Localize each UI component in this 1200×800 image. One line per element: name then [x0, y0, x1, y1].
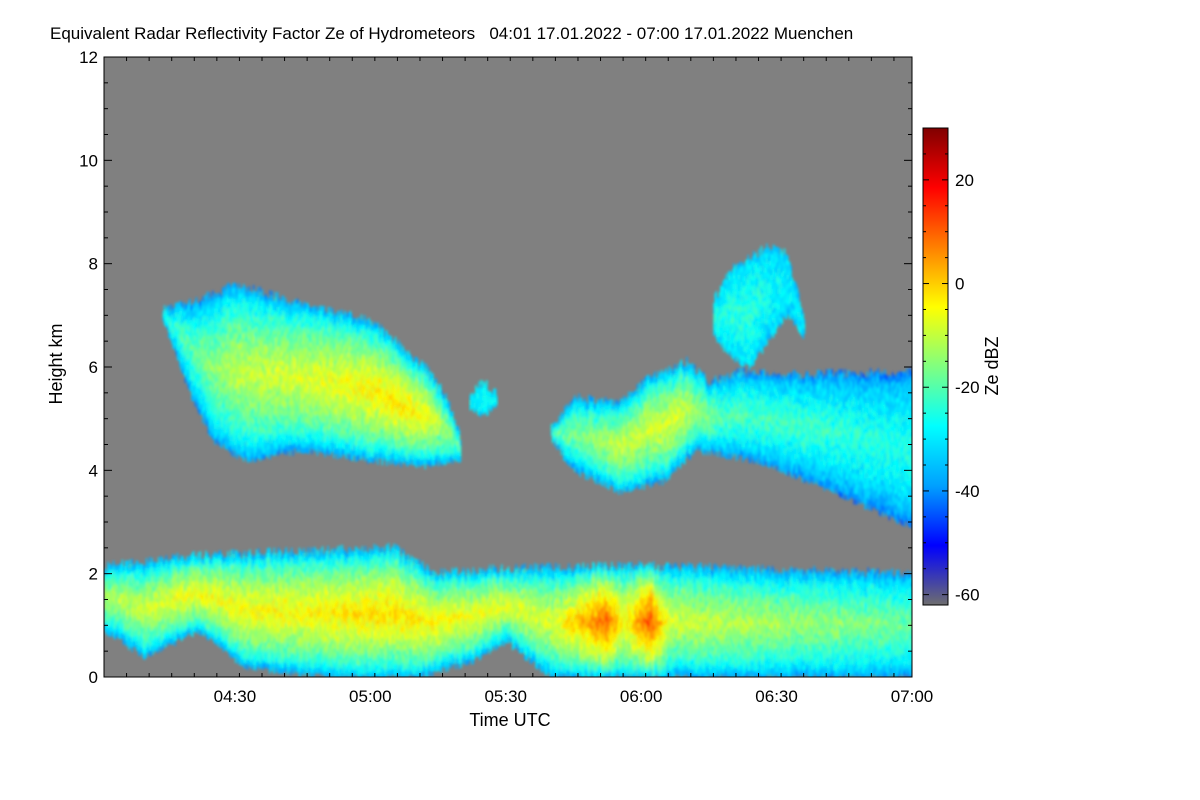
colorbar-tick-label: -60	[955, 586, 980, 605]
y-axis: 0 2 4 6 8 10 12	[79, 48, 912, 687]
echo-cloud-b	[550, 356, 912, 528]
y-tick-label: 12	[79, 48, 98, 67]
x-tick-label: 06:00	[620, 687, 663, 706]
x-tick-label: 05:30	[484, 687, 527, 706]
colorbar-tick-label: 0	[955, 275, 964, 294]
y-tick-label: 0	[89, 668, 98, 687]
echo-low-level-layer	[104, 542, 912, 677]
colorbar-label: Ze dBZ	[982, 336, 1002, 395]
echo-cloud-a	[162, 282, 462, 470]
y-tick-label: 10	[79, 151, 98, 170]
echo-fragment	[469, 379, 498, 418]
colorbar-tick-label: -40	[955, 482, 980, 501]
y-tick-label: 2	[89, 565, 98, 584]
x-tick-label: 06:30	[755, 687, 798, 706]
y-axis-label: Height km	[46, 323, 66, 404]
colorbar	[922, 127, 949, 606]
y-tick-label: 4	[89, 461, 98, 480]
colorbar-axis: -60 -40 -20 0 20	[923, 127, 980, 605]
echo-upper-fragments	[713, 243, 806, 370]
x-tick-label: 05:00	[349, 687, 392, 706]
x-axis: 04:30 05:00 05:30 06:00 06:30 07:00	[103, 57, 934, 706]
y-tick-label: 8	[89, 255, 98, 274]
colorbar-tick-label: -20	[955, 378, 980, 397]
x-tick-label: 04:30	[214, 687, 257, 706]
x-tick-label: 07:00	[891, 687, 934, 706]
colorbar-tick-label: 20	[955, 171, 974, 190]
x-axis-label: Time UTC	[469, 710, 550, 730]
echo-layer	[104, 243, 912, 677]
y-tick-label: 6	[89, 358, 98, 377]
chart-title: Equivalent Radar Reflectivity Factor Ze …	[50, 24, 853, 43]
